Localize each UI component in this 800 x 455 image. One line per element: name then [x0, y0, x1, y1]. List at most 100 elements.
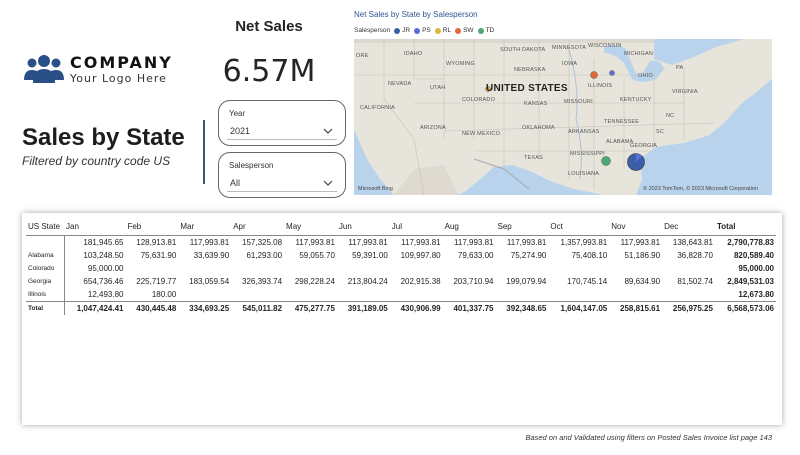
us-map[interactable]: IDAHO WYOMING SOUTH DAKOTA MINNESOTA WIS…	[354, 39, 772, 195]
column-header[interactable]: Mar	[178, 221, 232, 236]
row-header-state: Georgia	[26, 275, 65, 288]
table-cell	[125, 262, 178, 275]
table-cell	[390, 262, 443, 275]
legend-item-jr[interactable]: JR	[394, 27, 410, 34]
row-total-cell: 12,673.80	[738, 290, 774, 299]
legend-dot	[414, 27, 421, 34]
table-cell: 61,293.00	[246, 251, 283, 260]
legend-item-rl[interactable]: RL	[434, 27, 451, 34]
table-cell: 430,445.48	[125, 301, 179, 315]
company-logo: COMPANY Your Logo Here	[22, 52, 192, 86]
table-cell: 12,493.80	[87, 290, 124, 299]
logo-tagline: Your Logo Here	[70, 71, 167, 85]
table-cell	[662, 262, 715, 275]
state-label: IDAHO	[404, 51, 423, 57]
column-header[interactable]: Total	[714, 221, 776, 236]
logo-name: COMPANY	[70, 52, 173, 72]
state-label: ILLINOIS	[588, 83, 613, 89]
table-cell: 128,913.81	[136, 238, 177, 247]
salesperson-dropdown-value: All	[230, 178, 241, 188]
table-row[interactable]: Colorado 95,000.00 95,000.00	[26, 262, 776, 275]
column-header[interactable]: Jun	[336, 221, 390, 236]
table-cell: 117,993.81	[295, 238, 335, 247]
column-header[interactable]: Aug	[442, 221, 496, 236]
chevron-down-icon	[323, 180, 333, 186]
state-label: LOUISIANA	[568, 171, 600, 177]
kpi-label: Net Sales	[235, 18, 303, 35]
table-cell: 298,228.24	[294, 277, 335, 286]
table-cell	[284, 288, 337, 302]
table-cell: 475,277.75	[284, 301, 337, 315]
chevron-down-icon	[323, 128, 333, 134]
column-header[interactable]: Sep	[495, 221, 549, 236]
vertical-divider	[203, 120, 205, 184]
state-label: MISSOURI	[564, 99, 593, 105]
column-header[interactable]: Feb	[125, 221, 179, 236]
map-canvas	[354, 39, 772, 195]
table-cell: 180.00	[151, 290, 177, 299]
highway	[473, 158, 530, 190]
table-cell: 213,804.24	[347, 277, 388, 286]
state-label: OHIO	[638, 73, 653, 79]
table-cell: 59,391.00	[352, 251, 388, 260]
legend-item-ps[interactable]: PS	[414, 27, 431, 34]
table-cell: 430,906.99	[389, 301, 443, 315]
column-header[interactable]: US State	[26, 221, 64, 236]
year-dropdown[interactable]: 2021	[227, 123, 337, 140]
table-cell	[231, 288, 284, 302]
state-label: SC	[656, 129, 665, 135]
table-row[interactable]: Alabama 103,248.50 75,631.90 33,639.90 61,29…	[26, 249, 776, 262]
column-header[interactable]: Oct	[548, 221, 610, 236]
column-header[interactable]: May	[284, 221, 337, 236]
grand-total-row[interactable]: Total 1,047,424.41 430,445.48 334,693.25 545…	[26, 301, 776, 315]
table-cell: 334,693.25	[178, 301, 232, 315]
table-cell	[609, 288, 662, 302]
state-label: ARIZONA	[420, 125, 446, 131]
column-header[interactable]: Jan	[64, 221, 126, 236]
column-header[interactable]: Nov	[609, 221, 663, 236]
table-cell: 117,993.81	[348, 238, 388, 247]
table-cell	[495, 262, 548, 275]
state-label: UTAH	[430, 85, 446, 91]
map-legend: Salesperson JR PS RL SW TD	[354, 27, 494, 34]
page-subtitle: Filtered by country code US	[22, 154, 171, 168]
year-dropdown-value: 2021	[230, 126, 251, 136]
row-header-state: Colorado	[26, 262, 65, 275]
map-legend-title: Salesperson	[354, 27, 391, 34]
state-borders	[354, 39, 715, 195]
state-label: ALABAMA	[606, 139, 634, 145]
table-cell	[284, 262, 337, 275]
table-cell	[443, 262, 496, 275]
table-cell: 81,502.74	[677, 277, 713, 286]
map-title: Net Sales by State by Salesperson	[354, 10, 478, 19]
legend-item-sw[interactable]: SW	[455, 27, 474, 34]
bubble-ohio	[609, 70, 615, 76]
legend-item-td[interactable]: TD	[477, 27, 494, 34]
column-header[interactable]: Dec	[662, 221, 715, 236]
table-row[interactable]: Illinois 12,493.80 180.00 12,673.80	[26, 288, 776, 302]
bubble-illinois	[590, 71, 598, 79]
salesperson-dropdown[interactable]: All	[227, 175, 337, 192]
column-header[interactable]: Jul	[389, 221, 443, 236]
table-row[interactable]: Georgia 654,736.46 225,719.77 183,059.54 326…	[26, 275, 776, 288]
footnote: Based on and Validated using filters on …	[525, 433, 772, 442]
table-cell: 258,815.61	[609, 301, 663, 315]
table-cell	[443, 288, 496, 302]
table-cell: 138,643.81	[672, 238, 713, 247]
column-header[interactable]: Apr	[231, 221, 285, 236]
table-cell: 117,993.81	[454, 238, 494, 247]
table-cell: 89,634.90	[624, 277, 661, 286]
state-label: WYOMING	[446, 61, 475, 67]
table-cell	[337, 288, 390, 302]
state-label: SOUTH DAKOTA	[500, 47, 546, 53]
us-landmass	[354, 39, 772, 195]
row-total-cell: 2,790,778.83	[727, 238, 774, 247]
table-row[interactable]: 181,945.65 128,913.81 117,993.81 157,325.08…	[26, 235, 776, 249]
state-label: NEVADA	[388, 81, 412, 87]
table-cell	[337, 262, 390, 275]
state-label: MICHIGAN	[624, 51, 654, 57]
year-slicer-title: Year	[229, 109, 246, 118]
matrix-table: US State Jan Feb Mar Apr May Jun Jul Aug…	[26, 221, 776, 315]
table-cell	[548, 262, 609, 275]
row-header-state	[26, 235, 65, 249]
